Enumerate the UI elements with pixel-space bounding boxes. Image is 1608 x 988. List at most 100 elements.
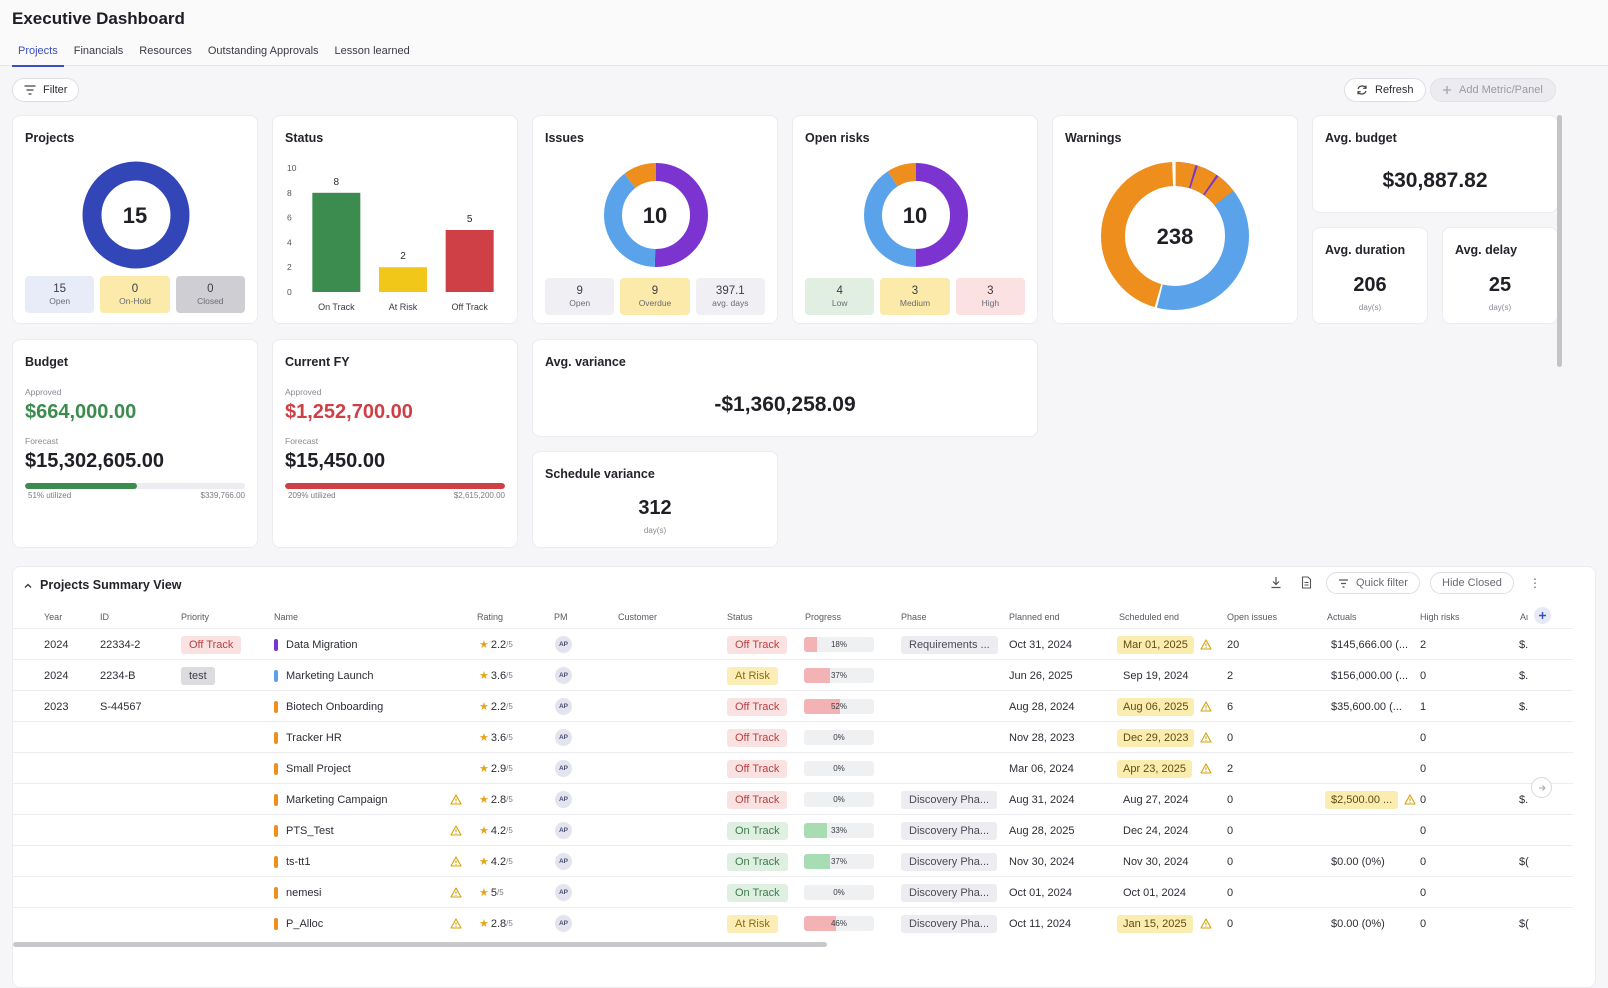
row-id: 2234-B bbox=[100, 669, 136, 682]
avatar[interactable]: AP bbox=[555, 698, 572, 715]
collapse-chevron-icon[interactable] bbox=[23, 578, 33, 596]
cell-scheduled-warning bbox=[1200, 908, 1212, 939]
project-name-link[interactable]: Data Migration bbox=[286, 638, 358, 651]
col-header-customer[interactable]: Customer bbox=[618, 612, 658, 622]
project-name-link[interactable]: PTS_Test bbox=[286, 824, 334, 837]
vertical-scrollbar[interactable] bbox=[1557, 115, 1562, 367]
cell-id: 22334-2 bbox=[100, 629, 140, 660]
avatar[interactable]: AP bbox=[555, 729, 572, 746]
current-fy-remaining-text: $2,615,200.00 bbox=[453, 491, 505, 500]
refresh-icon bbox=[1356, 84, 1368, 96]
table-row[interactable]: 2024 22334-2 Off Track Data Migration ★ 2.2/5… bbox=[13, 628, 1573, 659]
col-header-progress[interactable]: Progress bbox=[805, 612, 842, 622]
add-column-icon[interactable] bbox=[1534, 607, 1551, 624]
phase-badge: Discovery Pha... bbox=[901, 883, 998, 902]
table-row[interactable]: Small Project ★ 2.9/5 AP Off Track 0% Mar 06, … bbox=[13, 752, 1573, 783]
status-bar bbox=[445, 230, 494, 292]
table-row[interactable]: nemesi ★ 5/5 AP On Track 0% Discovery Pha... Oc… bbox=[13, 876, 1573, 907]
col-header-priority[interactable]: Priority bbox=[181, 612, 210, 622]
col-header-truncated[interactable]: Aι bbox=[1520, 612, 1529, 622]
cell-id: 2234-B bbox=[100, 660, 135, 691]
row-id: S-44567 bbox=[100, 700, 142, 713]
progress-label: 18% bbox=[830, 640, 847, 649]
high-risks: 0 bbox=[1420, 886, 1427, 899]
rating-denominator: /5 bbox=[506, 671, 513, 680]
table-row[interactable]: P_Alloc ★ 2.8/5 AP At Risk 46% Discovery Pha..… bbox=[13, 907, 1573, 938]
table-row[interactable]: 2024 2234-B test Marketing Launch ★ 3.6/5 AP At… bbox=[13, 659, 1573, 690]
avatar[interactable]: AP bbox=[555, 822, 572, 839]
col-header-rating[interactable]: Rating bbox=[477, 612, 504, 622]
cell-progress: 0% bbox=[804, 784, 874, 815]
table-row[interactable]: PTS_Test ★ 4.2/5 AP On Track 33% Discovery Pha… bbox=[13, 814, 1573, 845]
quick-filter-button[interactable]: Quick filter bbox=[1326, 572, 1420, 594]
tab-lesson-learned[interactable]: Lesson learned bbox=[334, 45, 410, 57]
project-name-link[interactable]: nemesi bbox=[286, 886, 322, 899]
avatar[interactable]: AP bbox=[555, 667, 572, 684]
header: Executive Dashboard Projects Financials … bbox=[0, 0, 1608, 67]
projects-onhold-value: 0 bbox=[131, 282, 139, 295]
row-year: 2023 bbox=[44, 700, 69, 713]
phase-badge: Discovery Pha... bbox=[901, 790, 998, 809]
progress-bar: 18% bbox=[804, 637, 874, 652]
avatar[interactable]: AP bbox=[555, 760, 572, 777]
rating-value: 2.8 bbox=[490, 917, 507, 930]
download-icon[interactable] bbox=[1270, 576, 1282, 594]
tab-financials[interactable]: Financials bbox=[73, 45, 124, 57]
avatar[interactable]: AP bbox=[555, 636, 572, 653]
more-options-icon[interactable]: ⋮ bbox=[1529, 576, 1541, 590]
col-header-actuals[interactable]: Actuals bbox=[1327, 612, 1357, 622]
warning-icon bbox=[1200, 732, 1212, 743]
avatar[interactable]: AP bbox=[555, 853, 572, 870]
col-header-phase[interactable]: Phase bbox=[901, 612, 927, 622]
col-header-status[interactable]: Status bbox=[727, 612, 753, 622]
avatar[interactable]: AP bbox=[555, 884, 572, 901]
scroll-right-icon[interactable] bbox=[1531, 777, 1552, 798]
progress-label: 37% bbox=[830, 857, 847, 866]
cell-actuals: $145,666.00 (... bbox=[1331, 629, 1408, 660]
project-name-link[interactable]: ts-tt1 bbox=[286, 855, 311, 868]
project-name-link[interactable]: P_Alloc bbox=[286, 917, 324, 930]
project-name-link[interactable]: Small Project bbox=[286, 762, 351, 775]
y-tick-label: 10 bbox=[287, 163, 297, 173]
project-name-link[interactable]: Marketing Campaign bbox=[286, 793, 388, 806]
summary-title: Projects Summary View bbox=[40, 578, 182, 592]
hide-closed-button[interactable]: Hide Closed bbox=[1430, 572, 1514, 594]
table-row[interactable]: ts-tt1 ★ 4.2/5 AP On Track 37% Discovery Pha..… bbox=[13, 845, 1573, 876]
horizontal-scrollbar[interactable] bbox=[13, 942, 827, 947]
tab-outstanding-approvals[interactable]: Outstanding Approvals bbox=[207, 45, 319, 57]
tab-resources[interactable]: Resources bbox=[139, 45, 192, 57]
project-name-link[interactable]: Biotech Onboarding bbox=[286, 700, 384, 713]
table-row[interactable]: Tracker HR ★ 3.6/5 AP Off Track 0% Nov 28, 202… bbox=[13, 721, 1573, 752]
project-name-link[interactable]: Tracker HR bbox=[286, 731, 342, 744]
col-header-id[interactable]: ID bbox=[100, 612, 109, 622]
refresh-button[interactable]: Refresh bbox=[1344, 78, 1426, 102]
col-header-name[interactable]: Name bbox=[274, 612, 299, 622]
table-row[interactable]: 2023 S-44567 Biotech Onboarding ★ 2.2/5 AP Off… bbox=[13, 690, 1573, 721]
open-issues: 0 bbox=[1227, 824, 1234, 837]
table-row[interactable]: Marketing Campaign ★ 2.8/5 AP Off Track 0% Dis… bbox=[13, 783, 1573, 814]
col-header-scheduled-end[interactable]: Scheduled end bbox=[1119, 612, 1180, 622]
col-header-open-issues[interactable]: Open issues bbox=[1227, 612, 1278, 622]
row-id: 22334-2 bbox=[100, 638, 141, 651]
avatar[interactable]: AP bbox=[555, 791, 572, 808]
issues-card: Issues 10 9 Open 9 Overdue 397.1 avg. days bbox=[532, 115, 778, 324]
document-icon[interactable] bbox=[1301, 576, 1312, 594]
add-metric-button[interactable]: Add Metric/Panel bbox=[1430, 78, 1556, 102]
rating-denominator: /5 bbox=[506, 640, 513, 649]
col-header-planned-end[interactable]: Planned end bbox=[1009, 612, 1060, 622]
cell-high-risks: 0 bbox=[1420, 784, 1426, 815]
col-header-year[interactable]: Year bbox=[44, 612, 63, 622]
avatar[interactable]: AP bbox=[555, 915, 572, 932]
status-badge: At Risk bbox=[727, 666, 778, 685]
planned-end: Aug 31, 2024 bbox=[1009, 793, 1075, 806]
cell-truncated: $. bbox=[1519, 784, 1528, 815]
progress-label: 0% bbox=[833, 888, 845, 897]
tab-projects[interactable]: Projects bbox=[12, 42, 64, 67]
color-marker bbox=[274, 669, 278, 682]
project-name-link[interactable]: Marketing Launch bbox=[286, 669, 374, 682]
schedule-variance-title: Schedule variance bbox=[545, 467, 655, 481]
col-header-pm[interactable]: PM bbox=[554, 612, 568, 622]
col-header-high-risks[interactable]: High risks bbox=[1420, 612, 1460, 622]
cell-rating: ★ 3.6/5 bbox=[479, 660, 513, 691]
filter-button[interactable]: Filter bbox=[12, 78, 80, 102]
